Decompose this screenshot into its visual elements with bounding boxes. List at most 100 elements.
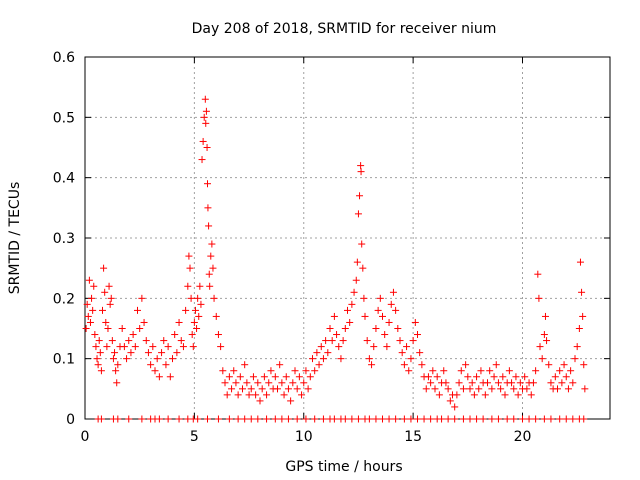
data-point <box>221 379 229 387</box>
data-point <box>536 343 544 351</box>
data-point <box>333 331 341 339</box>
data-point <box>451 403 459 411</box>
data-point <box>405 367 413 375</box>
data-point <box>287 397 295 405</box>
data-point <box>579 312 587 320</box>
data-point <box>88 294 96 302</box>
data-point <box>357 168 365 176</box>
data-point <box>510 415 518 423</box>
data-point <box>464 373 472 381</box>
data-point <box>90 282 98 290</box>
data-point <box>202 119 210 127</box>
data-point <box>521 373 529 381</box>
data-point <box>556 367 564 375</box>
data-point <box>225 373 233 381</box>
data-point <box>236 373 244 381</box>
data-point <box>341 415 349 423</box>
data-point <box>113 379 121 387</box>
data-point <box>234 415 242 423</box>
data-point <box>431 385 439 393</box>
data-point <box>407 415 415 423</box>
data-point <box>185 252 193 260</box>
data-point <box>100 264 108 272</box>
data-point <box>416 349 424 357</box>
data-point <box>484 379 491 387</box>
x-tick-label: 10 <box>295 429 313 445</box>
data-point <box>427 379 435 387</box>
data-point <box>191 306 199 314</box>
data-point <box>337 355 345 363</box>
data-point <box>125 415 133 423</box>
data-point <box>540 331 548 339</box>
data-point <box>547 415 555 423</box>
data-point <box>451 415 459 423</box>
data-point <box>83 300 91 308</box>
data-point <box>271 373 279 381</box>
data-point <box>420 415 428 423</box>
data-point <box>214 331 222 339</box>
data-point <box>120 343 128 351</box>
data-point <box>194 294 202 302</box>
data-point <box>444 415 452 423</box>
data-point <box>205 270 213 278</box>
data-point <box>199 137 207 145</box>
data-point <box>346 318 354 326</box>
data-point <box>529 379 537 387</box>
data-point <box>107 294 115 302</box>
data-point <box>214 415 222 423</box>
data-point <box>196 282 204 290</box>
data-point <box>512 373 520 381</box>
data-point <box>182 306 190 314</box>
data-point <box>532 415 540 423</box>
data-point <box>438 415 446 423</box>
axis-ticks: 0 0.1 0.2 0.3 0.4 0.5 0.6 0 5 10 15 20 <box>53 50 610 445</box>
data-point <box>232 379 240 387</box>
data-point <box>477 367 485 375</box>
data-point <box>360 294 368 302</box>
data-point <box>322 337 330 345</box>
data-point <box>350 288 358 296</box>
data-point <box>385 415 393 423</box>
data-point <box>131 343 139 351</box>
data-point <box>228 385 236 393</box>
data-point <box>144 349 152 357</box>
data-point <box>562 373 570 381</box>
data-point <box>200 113 208 121</box>
data-point <box>280 391 288 399</box>
data-point <box>348 300 356 308</box>
data-point <box>184 282 192 290</box>
data-point <box>486 367 494 375</box>
data-point <box>82 325 90 332</box>
data-point <box>249 373 257 381</box>
data-point <box>543 337 551 345</box>
data-point <box>254 415 262 423</box>
data-point <box>368 361 376 369</box>
y-tick-label: 0.5 <box>53 110 75 126</box>
data-point <box>374 306 382 314</box>
data-point <box>230 367 238 375</box>
data-point <box>470 391 478 399</box>
chart-title: Day 208 of 2018, SRMTID for receiver niu… <box>192 21 497 37</box>
data-point <box>258 385 266 393</box>
data-point <box>207 252 215 260</box>
data-point <box>96 349 104 357</box>
data-point <box>344 306 351 314</box>
data-point <box>492 361 500 369</box>
data-point <box>204 180 211 188</box>
data-point <box>429 367 437 375</box>
x-tick-label: 20 <box>514 429 532 445</box>
data-point <box>223 391 231 399</box>
data-point <box>392 306 400 314</box>
data-point <box>398 349 406 357</box>
data-point <box>171 331 179 339</box>
data-point <box>473 373 481 381</box>
data-point <box>525 415 533 423</box>
data-point <box>459 415 467 423</box>
data-point <box>151 367 159 375</box>
data-point <box>265 379 273 387</box>
data-point <box>203 144 211 151</box>
data-point <box>576 258 584 266</box>
data-point <box>379 415 386 423</box>
data-point <box>99 306 106 314</box>
